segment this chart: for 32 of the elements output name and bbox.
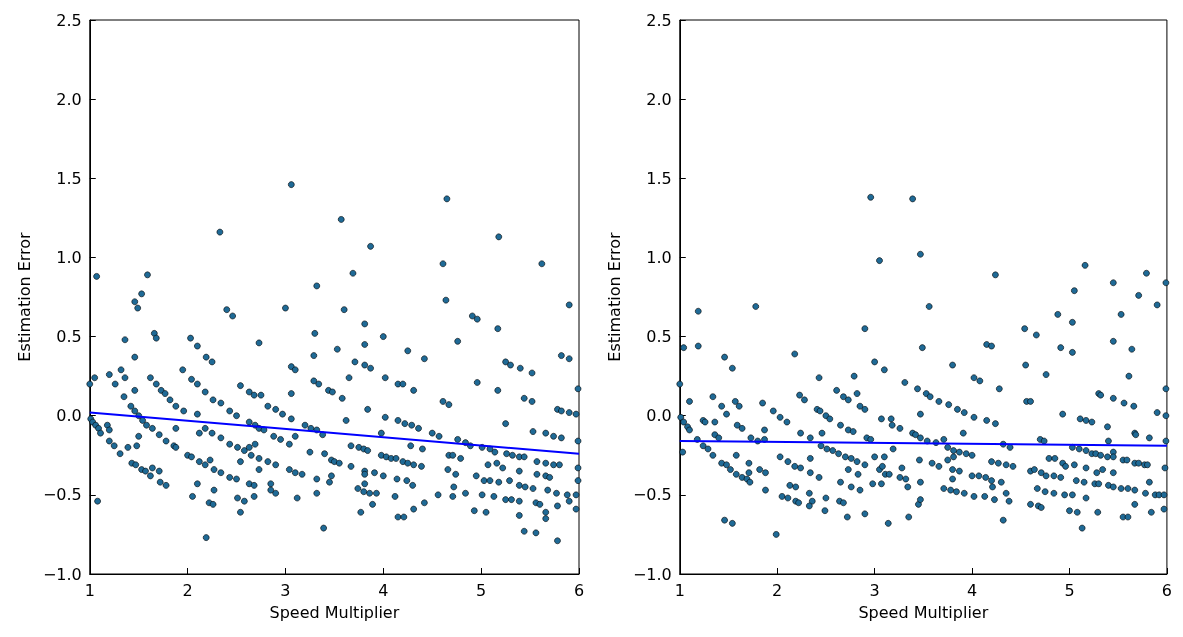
y-axis-title: Estimation Error — [604, 231, 624, 362]
y-tick-label: 2.5 — [646, 10, 672, 30]
y-tick-label: −0.5 — [632, 485, 672, 505]
x-tick-label: 2 — [772, 580, 783, 600]
x-tick-label: 4 — [378, 580, 389, 600]
y-tick-label: 1.0 — [56, 247, 82, 267]
x-tick-label: 1 — [674, 580, 685, 600]
y-tick-label: 1.0 — [646, 247, 672, 267]
x-tick-label: 5 — [1064, 580, 1075, 600]
y-tick-label: 2.0 — [56, 89, 82, 109]
x-tick-label: 3 — [280, 580, 291, 600]
x-tick-label: 4 — [966, 580, 978, 600]
x-axis-title: Speed Multiplier — [269, 602, 400, 622]
y-tick-label: 0.5 — [56, 327, 82, 347]
y-tick-label: −1.0 — [632, 564, 672, 584]
y-tick-label: −1.0 — [42, 564, 82, 584]
x-tick-label: 2 — [182, 580, 193, 600]
y-tick-label: 0.0 — [646, 406, 672, 426]
y-tick-label: 1.5 — [56, 168, 82, 188]
x-tick-label: 5 — [476, 580, 487, 600]
y-tick-label: 0.5 — [646, 327, 672, 347]
y-tick-label: 0.0 — [56, 406, 82, 426]
y-axis-title: Estimation Error — [14, 231, 34, 362]
y-tick-label: −0.5 — [42, 485, 82, 505]
x-tick-label: 3 — [869, 580, 880, 600]
x-tick-label: 6 — [1161, 580, 1172, 600]
x-tick-label: 6 — [573, 580, 585, 600]
y-tick-label: 2.5 — [56, 10, 82, 30]
y-tick-label: 1.5 — [646, 168, 672, 188]
x-tick-label: 1 — [84, 580, 95, 600]
y-tick-label: 2.0 — [646, 89, 672, 109]
x-axis-title: Speed Multiplier — [858, 602, 989, 622]
